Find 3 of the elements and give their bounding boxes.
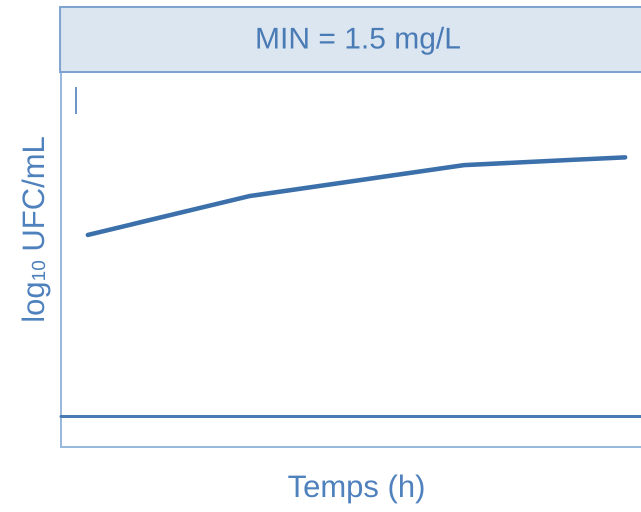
x-axis-title: Temps (h): [288, 469, 426, 504]
y-axis-title: log10 UFC/mL: [16, 136, 51, 323]
chart-title: MIN = 1.5 mg/L: [255, 22, 461, 56]
